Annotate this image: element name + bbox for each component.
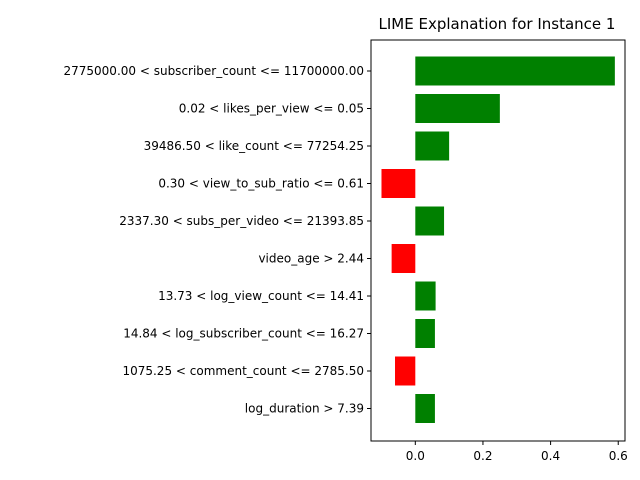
plot-frame — [370, 39, 626, 442]
x-tick-label-1: 0.2 — [473, 449, 492, 463]
y-tick-label-4: 2337.30 < subs_per_video <= 21393.85 — [119, 214, 364, 228]
y-tick-label-9: log_duration > 7.39 — [245, 402, 364, 416]
x-ticks-group: 0.0 0.2 0.4 0.6 — [406, 441, 628, 463]
x-tick-label-3: 0.6 — [609, 449, 628, 463]
bar-9 — [415, 394, 435, 423]
bar-4 — [415, 206, 445, 236]
y-tick-label-7: 14.84 < log_subscriber_count <= 16.27 — [123, 327, 364, 341]
bar-7 — [415, 319, 435, 348]
chart-title: LIME Explanation for Instance 1 — [379, 15, 616, 33]
bar-1 — [415, 94, 500, 123]
bar-2 — [415, 131, 450, 161]
y-tick-label-5: video_age > 2.44 — [258, 252, 364, 266]
y-tick-label-0: 2775000.00 < subscriber_count <= 1170000… — [64, 64, 365, 78]
bar-6 — [415, 281, 436, 311]
y-labels-group: 2775000.00 < subscriber_count <= 1170000… — [64, 64, 371, 416]
bar-8 — [395, 356, 416, 386]
y-tick-label-8: 1075.25 < comment_count <= 2785.50 — [122, 364, 364, 378]
bar-3 — [381, 169, 416, 198]
bars-group — [381, 56, 615, 423]
x-tick-label-0: 0.0 — [406, 449, 425, 463]
bar-5 — [391, 244, 416, 273]
y-tick-label-1: 0.02 < likes_per_view <= 0.05 — [179, 102, 364, 116]
y-tick-label-3: 0.30 < view_to_sub_ratio <= 0.61 — [158, 177, 364, 191]
y-tick-label-6: 13.73 < log_view_count <= 14.41 — [158, 289, 364, 303]
x-tick-label-2: 0.4 — [541, 449, 560, 463]
bar-0 — [415, 56, 615, 86]
y-tick-label-2: 39486.50 < like_count <= 77254.25 — [144, 139, 364, 153]
